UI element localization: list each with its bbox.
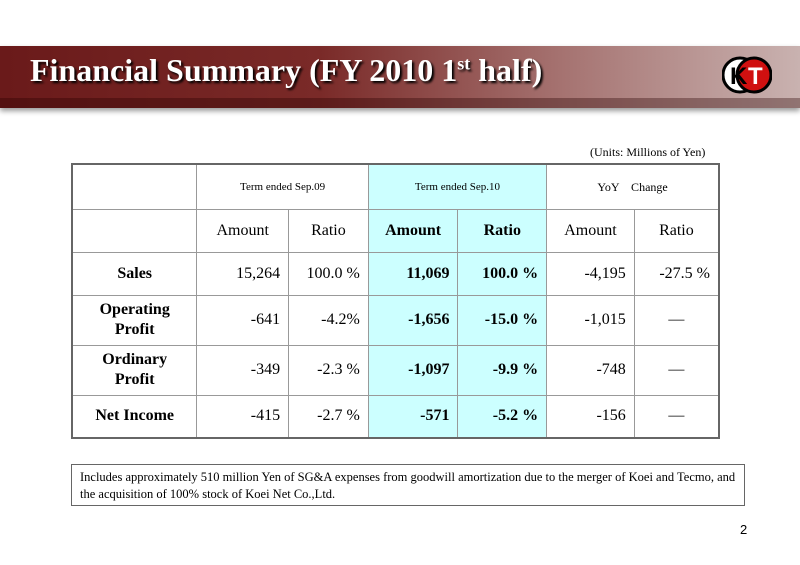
banner-strip: [0, 98, 800, 108]
cell: —: [633, 344, 720, 396]
cell: 100.0 %: [288, 251, 369, 296]
financial-summary-table: Term ended Sep.09 Term ended Sep.10 YoY …: [71, 163, 720, 439]
table-row: Ordinary Profit -349 -2.3 % -1,097 -9.9 …: [71, 344, 720, 396]
cell: -2.7 %: [288, 394, 369, 439]
svg-text:T: T: [748, 63, 763, 90]
cell: -5.2 %: [457, 394, 548, 439]
subheader: Ratio: [633, 208, 720, 253]
cell: -1,015: [546, 294, 635, 346]
group-header-yoy: YoY Change: [546, 163, 720, 210]
cell: -156: [546, 394, 635, 439]
page-number: 2: [740, 522, 748, 537]
corner-cell: [71, 208, 198, 253]
group-header-sep10: Term ended Sep.10: [367, 163, 548, 210]
cell: -748: [546, 344, 635, 396]
cell: —: [633, 294, 720, 346]
koei-tecmo-logo: K T: [722, 56, 772, 94]
cell: -415: [196, 394, 290, 439]
row-label: Net Income: [71, 394, 198, 439]
title-banner: Financial Summary (FY 2010 1st half) K T: [0, 46, 800, 108]
cell: -1,656: [367, 294, 459, 346]
svg-text:K: K: [730, 63, 748, 90]
cell: -9.9 %: [457, 344, 548, 396]
cell: -1,097: [367, 344, 459, 396]
cell: -571: [367, 394, 459, 439]
cell: 15,264: [196, 251, 290, 296]
cell: -4,195: [546, 251, 635, 296]
cell: 11,069: [367, 251, 459, 296]
subheader: Ratio: [457, 208, 548, 253]
corner-cell: [71, 163, 198, 210]
subheader: Amount: [196, 208, 290, 253]
table-row: Sales 15,264 100.0 % 11,069 100.0 % -4,1…: [71, 251, 720, 296]
cell: -4.2%: [288, 294, 369, 346]
subheader: Ratio: [288, 208, 369, 253]
cell: -349: [196, 344, 290, 396]
row-label: Operating Profit: [71, 294, 198, 346]
units-label: (Units: Millions of Yen): [590, 145, 706, 159]
cell: —: [633, 394, 720, 439]
table-row: Net Income -415 -2.7 % -571 -5.2 % -156 …: [71, 394, 720, 439]
cell: -2.3 %: [288, 344, 369, 396]
cell: -27.5 %: [633, 251, 720, 296]
cell: 100.0 %: [457, 251, 548, 296]
footnote-box: Includes approximately 510 million Yen o…: [71, 464, 745, 506]
subheader: Amount: [367, 208, 459, 253]
cell: -641: [196, 294, 290, 346]
row-label: Ordinary Profit: [71, 344, 198, 396]
page-title: Financial Summary (FY 2010 1st half): [30, 52, 543, 88]
group-header-sep09: Term ended Sep.09: [196, 163, 369, 210]
subheader: Amount: [546, 208, 635, 253]
table-row: Operating Profit -641 -4.2% -1,656 -15.0…: [71, 294, 720, 346]
cell: -15.0 %: [457, 294, 548, 346]
row-label: Sales: [71, 251, 198, 296]
